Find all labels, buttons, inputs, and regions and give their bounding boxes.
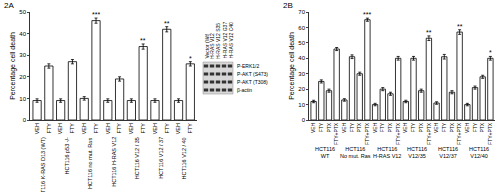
svg-text:FTY: FTY — [46, 123, 52, 134]
svg-text:FTY: FTY — [379, 122, 385, 132]
svg-text:FTY: FTY — [69, 123, 75, 134]
svg-text:FTY: FTY — [187, 123, 193, 134]
svg-text:H-RAS V12 S35: H-RAS V12 S35 — [215, 23, 221, 59]
svg-text:40: 40 — [298, 55, 305, 61]
svg-text:PTX: PTX — [418, 122, 424, 132]
svg-text:HCT116 H-RAS V12: HCT116 H-RAS V12 — [111, 137, 117, 187]
svg-text:0: 0 — [23, 117, 27, 123]
svg-text:VEH: VEH — [402, 122, 408, 133]
svg-text:PTX: PTX — [387, 122, 393, 132]
svg-text:Percentage cell death: Percentage cell death — [288, 32, 296, 100]
svg-text:2B: 2B — [283, 1, 293, 10]
svg-text:HCT116WT: HCT116WT — [315, 146, 335, 159]
svg-text:HCT116 no mut. Ras: HCT116 no mut. Ras — [87, 138, 93, 190]
svg-text:VEH: VEH — [152, 123, 158, 134]
svg-text:FTY+PTX: FTY+PTX — [333, 122, 339, 145]
svg-text:VEH: VEH — [310, 122, 316, 133]
svg-text:HCT116 K-RAS D13 (WT): HCT116 K-RAS D13 (WT) — [40, 137, 46, 192]
svg-text:β-actin: β-actin — [237, 87, 252, 93]
svg-text:40: 40 — [19, 31, 26, 37]
svg-text:**: ** — [426, 29, 432, 36]
svg-text:VEH: VEH — [128, 123, 134, 134]
svg-text:FTY: FTY — [93, 123, 99, 134]
svg-text:HCT116 p53 -/-: HCT116 p53 -/- — [64, 137, 70, 175]
svg-text:VEH: VEH — [81, 123, 87, 134]
svg-text:FTY+PTX: FTY+PTX — [364, 122, 370, 145]
svg-text:2A: 2A — [4, 1, 14, 10]
svg-text:**: ** — [164, 20, 170, 27]
svg-text:HCT116 V12 / 35: HCT116 V12 / 35 — [134, 137, 140, 179]
svg-text:HCT116V12/37: HCT116V12/37 — [438, 146, 458, 159]
svg-text:VEH: VEH — [433, 122, 439, 133]
svg-text:Percentage cell death: Percentage cell death — [9, 32, 17, 100]
svg-text:70: 70 — [298, 9, 305, 15]
svg-text:VEH: VEH — [34, 123, 40, 134]
svg-text:VEH: VEH — [175, 123, 181, 134]
svg-text:30: 30 — [19, 52, 26, 58]
svg-text:VEH: VEH — [464, 122, 470, 133]
svg-text:FTY: FTY — [472, 122, 478, 132]
svg-text:***: *** — [363, 11, 371, 18]
svg-text:*: * — [189, 55, 192, 62]
svg-text:HCT116 V12 / 40: HCT116 V12 / 40 — [181, 137, 187, 179]
svg-text:**: ** — [140, 37, 146, 44]
svg-text:PTX: PTX — [479, 122, 485, 132]
svg-text:30: 30 — [298, 71, 305, 77]
svg-text:P-AKT (T308): P-AKT (T308) — [237, 79, 268, 85]
svg-text:10: 10 — [298, 102, 305, 108]
svg-text:FTY+PTX: FTY+PTX — [395, 122, 401, 145]
svg-text:H-RAS V12: H-RAS V12 — [209, 33, 215, 59]
svg-text:60: 60 — [298, 25, 305, 31]
svg-text:***: *** — [92, 11, 100, 18]
svg-text:HCT116No mut. Ras: HCT116No mut. Ras — [340, 146, 371, 159]
svg-text:FTY: FTY — [116, 123, 122, 134]
svg-text:FTY+PTX: FTY+PTX — [487, 122, 493, 145]
svg-text:*: * — [489, 49, 492, 56]
svg-text:VEH: VEH — [57, 123, 63, 134]
svg-text:50: 50 — [19, 9, 26, 15]
svg-text:HCT116H-RAS V12: HCT116H-RAS V12 — [373, 146, 401, 159]
svg-text:HCT116V12/35: HCT116V12/35 — [407, 146, 427, 159]
svg-text:H-RAS V12 C40: H-RAS V12 C40 — [228, 22, 234, 59]
svg-text:Vector (Wt): Vector (Wt) — [204, 33, 210, 58]
svg-text:20: 20 — [298, 86, 305, 92]
svg-text:PTX: PTX — [326, 122, 332, 132]
svg-text:FTY+PTX: FTY+PTX — [456, 122, 462, 145]
svg-text:FTY: FTY — [164, 123, 170, 134]
svg-text:P-ERK1/2: P-ERK1/2 — [237, 63, 259, 69]
svg-text:10: 10 — [19, 96, 26, 102]
svg-text:50: 50 — [298, 40, 305, 46]
svg-text:FTY: FTY — [318, 122, 324, 132]
svg-text:PTX: PTX — [449, 122, 455, 132]
svg-text:VEH: VEH — [341, 122, 347, 133]
svg-text:HCT116V12/40: HCT116V12/40 — [469, 146, 489, 159]
svg-text:20: 20 — [19, 74, 26, 80]
svg-text:0: 0 — [302, 117, 306, 123]
svg-text:FTY+PTX: FTY+PTX — [426, 122, 432, 145]
svg-text:VEH: VEH — [105, 123, 111, 134]
svg-text:FTY: FTY — [140, 123, 146, 134]
svg-text:FTY: FTY — [349, 122, 355, 132]
svg-text:**: ** — [457, 23, 463, 30]
svg-text:FTY: FTY — [410, 122, 416, 132]
svg-text:HCT116 V12 / 37: HCT116 V12 / 37 — [158, 137, 164, 179]
svg-text:VEH: VEH — [372, 122, 378, 133]
svg-text:FTY: FTY — [441, 122, 447, 132]
svg-text:P-AKT (S473): P-AKT (S473) — [237, 71, 268, 77]
svg-text:PTX: PTX — [356, 122, 362, 132]
svg-text:H-RAS V12 G37: H-RAS V12 G37 — [222, 22, 228, 59]
